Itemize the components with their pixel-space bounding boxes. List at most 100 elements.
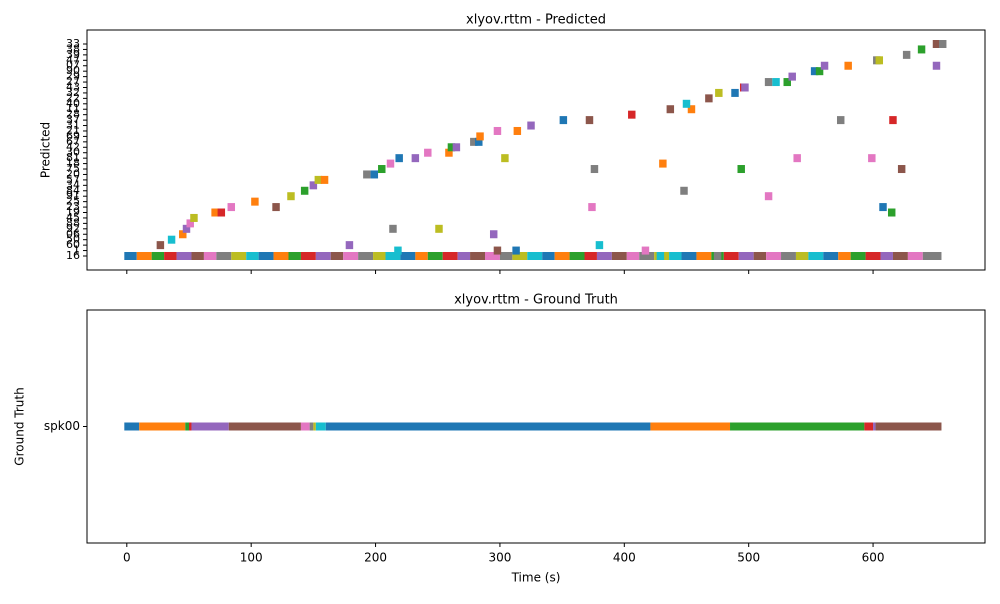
segment — [838, 252, 851, 260]
segment — [666, 105, 675, 114]
segment — [309, 422, 314, 431]
segment — [314, 175, 323, 184]
segment — [512, 246, 520, 255]
segment — [512, 252, 528, 260]
segment — [457, 252, 471, 260]
segment — [669, 252, 682, 260]
segment — [887, 208, 896, 217]
segment — [191, 422, 229, 431]
segment — [569, 252, 585, 260]
segment — [850, 252, 866, 260]
segment — [188, 422, 192, 431]
segment — [588, 203, 596, 212]
x-tick-label: 400 — [613, 551, 636, 565]
y-tick-label: 38 — [66, 42, 80, 55]
y-tick-label: 81 — [66, 151, 80, 164]
y-tick-label: 75 — [66, 162, 80, 175]
segment — [394, 246, 402, 255]
y-tick-label: 11 — [66, 102, 80, 115]
segment — [447, 143, 456, 152]
segment — [182, 224, 191, 233]
segment — [907, 252, 923, 260]
y-tick-label: spk00 — [44, 419, 80, 433]
segment — [309, 181, 318, 190]
segment — [705, 94, 713, 103]
x-tick-label: 200 — [364, 551, 387, 565]
segment — [470, 252, 486, 260]
segment — [737, 165, 745, 174]
segment — [559, 116, 568, 125]
segment — [527, 252, 543, 260]
segment — [139, 422, 186, 431]
y-tick-label: 40 — [66, 97, 80, 110]
segment — [892, 252, 908, 260]
segment — [815, 67, 824, 76]
y-tick-label: 25 — [66, 195, 80, 208]
segment — [124, 422, 140, 431]
segment — [395, 154, 403, 163]
segment — [164, 252, 177, 260]
segment — [345, 241, 354, 250]
y-tick-label: 21 — [66, 124, 80, 137]
segment — [493, 126, 502, 135]
segment — [938, 40, 947, 48]
segment — [427, 252, 443, 260]
segment — [489, 230, 498, 239]
segment — [231, 252, 247, 260]
segment — [228, 422, 301, 431]
y-tick-label: 43 — [66, 80, 80, 93]
segment — [596, 252, 612, 260]
segment — [836, 116, 845, 125]
y-tick-label: 28 — [66, 108, 80, 121]
segment — [358, 252, 374, 260]
segment — [584, 252, 597, 260]
y-tick-label: 19 — [66, 206, 80, 219]
segment — [445, 148, 453, 157]
y-tick-label: 31 — [66, 119, 80, 132]
segment — [452, 143, 461, 152]
segment — [442, 252, 458, 260]
x-tick-label: 500 — [737, 551, 760, 565]
segment — [865, 252, 881, 260]
segment — [385, 252, 401, 260]
segment — [136, 252, 152, 260]
segment — [922, 252, 942, 260]
segment — [151, 252, 165, 260]
y-tick-label: 07 — [66, 59, 80, 72]
segment — [386, 159, 395, 168]
y-tick-label: 22 — [66, 91, 80, 104]
y-tick-label: 90 — [66, 64, 80, 77]
segment — [875, 56, 884, 65]
segment — [795, 252, 809, 260]
segment — [864, 422, 874, 431]
segment — [783, 78, 791, 87]
segment — [723, 252, 739, 260]
segment — [595, 241, 604, 250]
y-tick-label: 60 — [66, 238, 80, 251]
segment — [808, 252, 824, 260]
y-tick-label: 30 — [66, 146, 80, 159]
y-tick-label: 42 — [66, 140, 80, 153]
segment — [875, 422, 942, 431]
segment — [868, 154, 876, 163]
segment — [656, 252, 665, 260]
segment — [246, 252, 259, 260]
x-tick-label: 300 — [488, 551, 511, 565]
segment — [313, 422, 316, 431]
segment — [499, 252, 513, 260]
segment — [330, 252, 344, 260]
segment — [513, 126, 522, 135]
y-tick-label: 16 — [66, 249, 80, 262]
segment — [424, 148, 432, 157]
segment — [932, 40, 941, 48]
segment — [167, 235, 176, 244]
segment — [659, 159, 667, 168]
y-tick-label: 32 — [66, 86, 80, 99]
x-tick-label: 0 — [123, 551, 131, 565]
y-tick-label: 84 — [66, 184, 80, 197]
segment — [902, 50, 911, 59]
segment — [378, 165, 386, 174]
chart-title: xlyov.rttm - Predicted — [466, 13, 606, 28]
segment — [203, 252, 217, 260]
segment — [415, 252, 428, 260]
